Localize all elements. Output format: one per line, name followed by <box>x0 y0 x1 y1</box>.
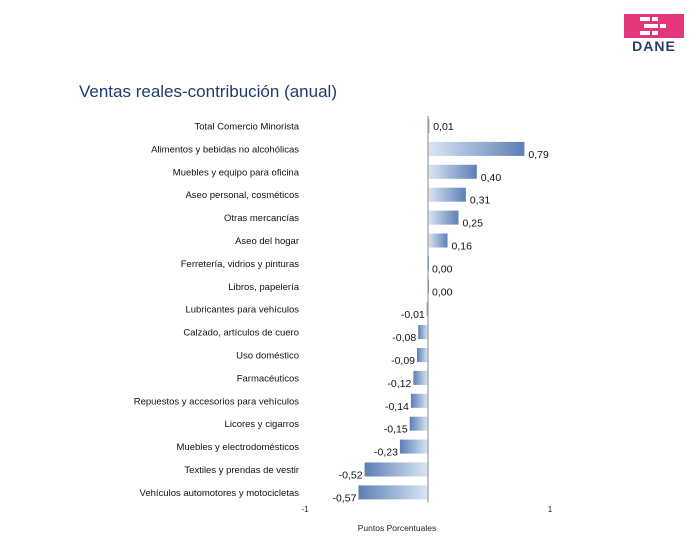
value-label: 0,16 <box>452 241 473 253</box>
logo-text: DANE <box>632 38 676 54</box>
value-label: -0,52 <box>339 470 363 482</box>
value-label: 0,00 <box>432 286 453 298</box>
value-label: -0,01 <box>401 309 425 321</box>
category-label: Otras mercancías <box>224 213 299 224</box>
category-label: Muebles y electrodomésticos <box>177 442 300 453</box>
category-label: Libros, papelería <box>228 282 299 293</box>
value-label: -0,09 <box>391 355 415 367</box>
bar <box>358 485 428 500</box>
category-label: Calzado, artículos de cuero <box>183 328 299 339</box>
bar <box>428 119 430 133</box>
value-label: 0,01 <box>433 121 454 133</box>
value-label: 0,79 <box>528 149 549 161</box>
value-label: 0,40 <box>481 172 502 184</box>
value-label: -0,23 <box>374 447 398 459</box>
x-axis-label: Puntos Porcentuales <box>358 523 436 533</box>
value-label: 0,00 <box>432 263 453 275</box>
labels-layer: Total Comercio Minorista 0,01 Alimentos y … <box>134 121 549 504</box>
category-label: Aseo personal, cosméticos <box>185 190 299 201</box>
category-label: Alimentos y bebidas no alcohólicas <box>151 144 299 155</box>
value-label: -0,12 <box>387 378 411 390</box>
bars-layer <box>358 119 525 500</box>
category-label: Lubricantes para vehículos <box>185 305 299 316</box>
dane-logo: DANE <box>624 14 684 54</box>
bar <box>418 325 428 340</box>
bar <box>413 370 428 385</box>
bar <box>426 302 428 317</box>
category-label: Aseo del hogar <box>235 236 299 247</box>
category-label: Repuestos y accesorios para vehículos <box>134 396 300 407</box>
category-label: Total Comercio Minorista <box>194 122 299 133</box>
value-label: -0,08 <box>392 332 416 344</box>
value-label: -0,15 <box>384 424 408 436</box>
bar <box>409 416 428 431</box>
bar <box>428 210 459 225</box>
bar <box>428 141 525 156</box>
bar <box>428 233 448 248</box>
bar <box>428 187 466 202</box>
bar <box>428 164 477 179</box>
dane-logo-icon <box>624 14 684 38</box>
bar <box>410 393 428 408</box>
category-label: Textiles y prendas de vestir <box>184 465 299 476</box>
category-label: Farmacéuticos <box>237 373 300 384</box>
bar <box>364 462 428 477</box>
page-title: Ventas reales-contribución (anual) <box>79 82 337 101</box>
x-tick-label: -1 <box>301 505 309 514</box>
value-label: 0,31 <box>470 195 491 207</box>
category-label: Vehículos automotores y motocicletas <box>140 488 300 499</box>
x-tick-label: 1 <box>548 505 553 514</box>
bar <box>417 348 428 362</box>
bar <box>399 439 428 454</box>
category-label: Ferretería, vidrios y pinturas <box>181 259 300 270</box>
category-label: Muebles y equipo para oficina <box>173 167 300 178</box>
value-label: 0,25 <box>463 218 484 230</box>
value-label: -0,14 <box>385 401 409 413</box>
category-label: Licores y cigarros <box>225 419 300 430</box>
value-label: -0,57 <box>333 492 357 504</box>
category-label: Uso doméstico <box>236 351 299 362</box>
